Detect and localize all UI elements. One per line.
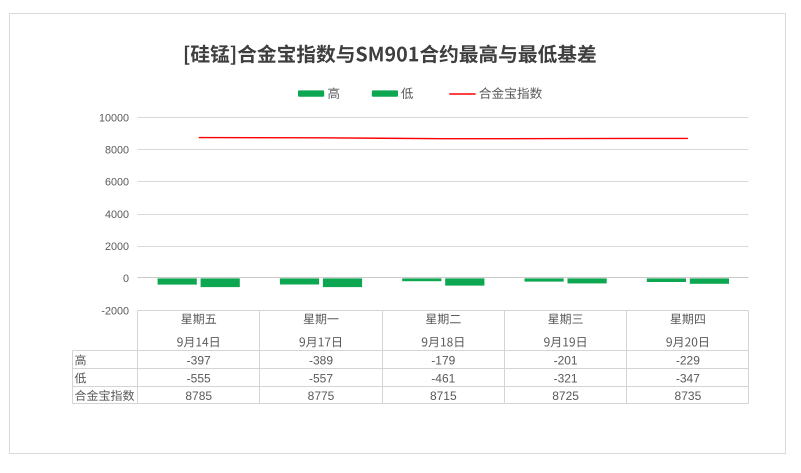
svg-text:10000: 10000 xyxy=(99,112,129,124)
svg-text:-229: -229 xyxy=(676,353,700,367)
svg-text:-389: -389 xyxy=(309,353,333,367)
svg-text:8725: 8725 xyxy=(552,389,579,403)
svg-text:-347: -347 xyxy=(676,371,700,385)
svg-text:-321: -321 xyxy=(554,371,578,385)
svg-text:8775: 8775 xyxy=(308,389,335,403)
svg-text:2000: 2000 xyxy=(105,241,129,253)
svg-text:-555: -555 xyxy=(187,371,211,385)
svg-text:8715: 8715 xyxy=(430,389,457,403)
svg-text:-397: -397 xyxy=(187,353,211,367)
svg-text:-179: -179 xyxy=(431,353,455,367)
svg-text:0: 0 xyxy=(123,273,129,285)
svg-text:-461: -461 xyxy=(431,371,455,385)
svg-text:-201: -201 xyxy=(554,353,578,367)
svg-text:-557: -557 xyxy=(309,371,333,385)
svg-text:8785: 8785 xyxy=(185,389,212,403)
svg-text:4000: 4000 xyxy=(105,209,129,221)
svg-text:8000: 8000 xyxy=(105,145,129,157)
svg-text:8735: 8735 xyxy=(675,389,702,403)
svg-text:6000: 6000 xyxy=(105,177,129,189)
svg-text:-2000: -2000 xyxy=(101,305,129,317)
